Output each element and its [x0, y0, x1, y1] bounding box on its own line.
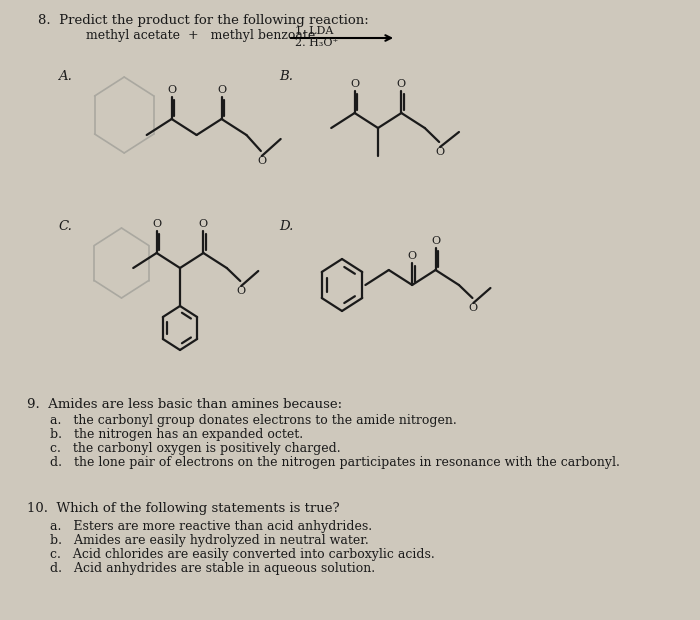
Text: C.: C.: [59, 220, 72, 233]
Text: B.: B.: [279, 70, 293, 83]
Text: 10.  Which of the following statements is true?: 10. Which of the following statements is…: [27, 502, 340, 515]
Text: O: O: [407, 251, 416, 261]
Text: D.: D.: [279, 220, 293, 233]
Text: 1. LDA: 1. LDA: [295, 26, 334, 36]
Text: O: O: [397, 79, 406, 89]
Text: O: O: [435, 147, 444, 157]
Text: d.   the lone pair of electrons on the nitrogen participates in resonance with t: d. the lone pair of electrons on the nit…: [50, 456, 620, 469]
Text: methyl acetate  +   methyl benzoate: methyl acetate + methyl benzoate: [85, 29, 315, 42]
Text: O: O: [237, 286, 246, 296]
Text: b.   the nitrogen has an expanded octet.: b. the nitrogen has an expanded octet.: [50, 428, 302, 441]
Text: c.   the carbonyl oxygen is positively charged.: c. the carbonyl oxygen is positively cha…: [50, 442, 340, 455]
Text: O: O: [167, 85, 176, 95]
Text: 8.  Predict the product for the following reaction:: 8. Predict the product for the following…: [38, 14, 368, 27]
Text: b.   Amides are easily hydrolyzed in neutral water.: b. Amides are easily hydrolyzed in neutr…: [50, 534, 368, 547]
Text: c.   Acid chlorides are easily converted into carboxylic acids.: c. Acid chlorides are easily converted i…: [50, 548, 434, 561]
Text: O: O: [469, 303, 478, 313]
Text: d.   Acid anhydrides are stable in aqueous solution.: d. Acid anhydrides are stable in aqueous…: [50, 562, 374, 575]
Text: A.: A.: [59, 70, 72, 83]
Text: a.   the carbonyl group donates electrons to the amide nitrogen.: a. the carbonyl group donates electrons …: [50, 414, 456, 427]
Text: a.   Esters are more reactive than acid anhydrides.: a. Esters are more reactive than acid an…: [50, 520, 372, 533]
Text: O: O: [350, 79, 359, 89]
Text: O: O: [152, 219, 161, 229]
Text: O: O: [199, 219, 208, 229]
Text: O: O: [217, 85, 226, 95]
Text: 2. H₃O⁺: 2. H₃O⁺: [295, 38, 339, 48]
Text: 9.  Amides are less basic than amines because:: 9. Amides are less basic than amines bec…: [27, 398, 342, 411]
Text: O: O: [431, 236, 440, 246]
Text: O: O: [257, 156, 266, 166]
